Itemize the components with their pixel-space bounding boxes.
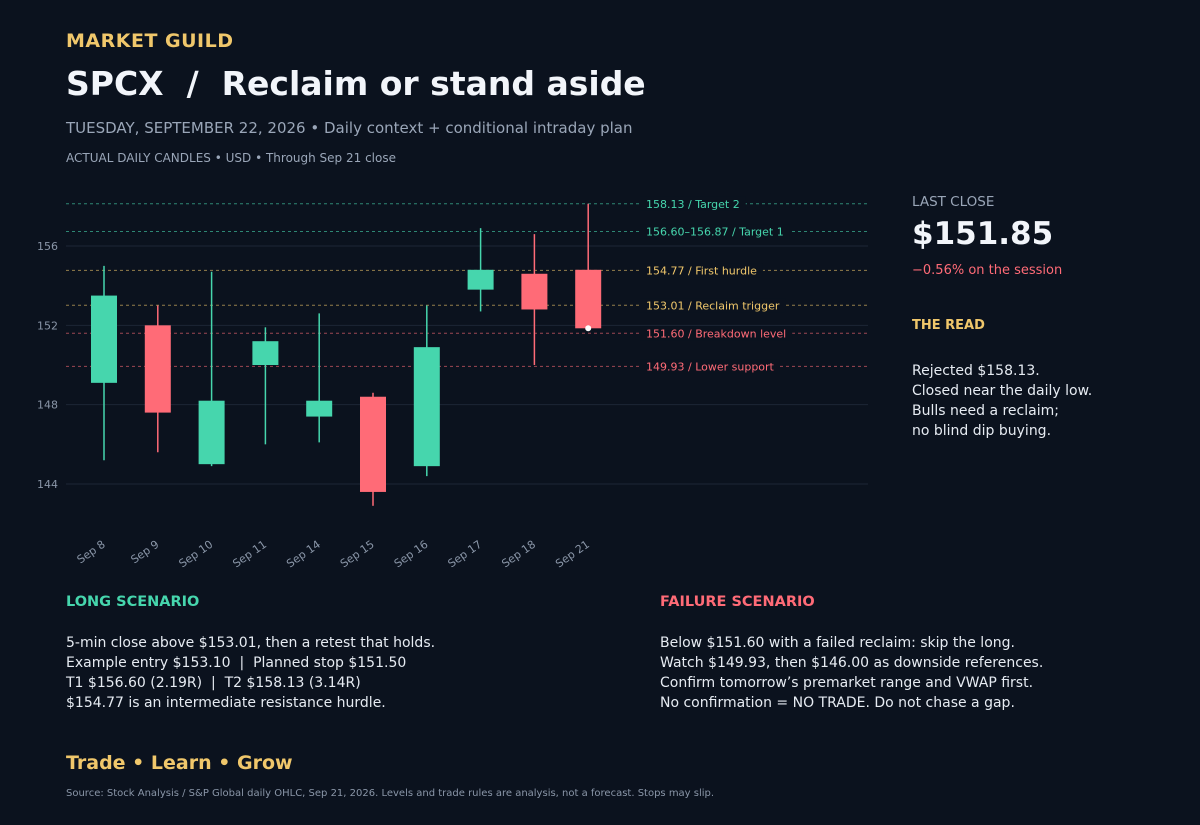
candle-body: [306, 400, 333, 417]
long-scenario-line: 5-min close above $153.01, then a retest…: [66, 635, 436, 651]
source-note: Source: Stock Analysis / S&P Global dail…: [66, 788, 715, 799]
failure-scenario-line: Watch $149.93, then $146.00 as downside …: [660, 655, 1044, 671]
tagline: Trade • Learn • Grow: [66, 752, 293, 774]
long-scenario-line: Example entry $153.10 | Planned stop $15…: [66, 655, 407, 671]
failure-scenario-line: No confirmation = NO TRADE. Do not chase…: [660, 695, 1015, 711]
level-label-bg: [640, 326, 793, 341]
candle-body: [413, 347, 440, 467]
candle-body: [360, 396, 386, 492]
read-line: Bulls need a reclaim;: [912, 403, 1059, 419]
x-tick-label: Sep 11: [230, 538, 269, 571]
candle-body: [144, 325, 171, 413]
failure-scenario-title: FAILURE SCENARIO: [660, 594, 815, 610]
level-label: 158.13 / Target 2: [646, 198, 740, 211]
long-scenario-text: 5-min close above $153.01, then a retest…: [66, 633, 435, 713]
x-tick-label: Sep 15: [338, 538, 377, 571]
level-label: 151.60 / Breakdown level: [646, 327, 786, 340]
last-close-value: $151.85: [912, 216, 1054, 252]
candle-body: [91, 295, 117, 383]
level-label-bg: [640, 263, 763, 278]
failure-scenario-line: Below $151.60 with a failed reclaim: ski…: [660, 635, 1015, 651]
x-tick-label: Sep 8: [75, 538, 108, 567]
candle-body: [575, 269, 602, 329]
read-title: THE READ: [912, 318, 985, 333]
long-scenario-line: $154.77 is an intermediate resistance hu…: [66, 695, 386, 711]
read-text: Rejected $158.13. Closed near the daily …: [912, 361, 1092, 441]
y-tick-label: 156: [37, 240, 58, 253]
session-change: −0.56% on the session: [912, 263, 1063, 278]
read-line: no blind dip buying.: [912, 423, 1052, 439]
chart-meta: ACTUAL DAILY CANDLES • USD • Through Sep…: [66, 151, 396, 165]
x-tick-label: Sep 14: [284, 538, 323, 571]
last-close-label: LAST CLOSE: [912, 194, 995, 210]
read-line: Closed near the daily low.: [912, 383, 1093, 399]
long-scenario-title: LONG SCENARIO: [66, 594, 200, 610]
level-label: 149.93 / Lower support: [646, 360, 775, 373]
long-scenario-line: T1 $156.60 (2.19R) | T2 $158.13 (3.14R): [66, 675, 361, 691]
level-label-bg: [640, 224, 790, 239]
x-tick-label: Sep 9: [128, 538, 161, 567]
level-label: 154.77 / First hurdle: [646, 264, 757, 277]
candlestick-chart: 144 148 152 156 158.13 / Target 2 156.60–156.…: [37, 196, 868, 571]
failure-scenario-line: Confirm tomorrow’s premarket range and V…: [660, 675, 1034, 691]
y-tick-label: 144: [37, 478, 58, 491]
level-label: 156.60–156.87 / Target 1: [646, 226, 784, 239]
level-label-bg: [640, 196, 746, 211]
y-tick-label: 148: [37, 399, 58, 412]
x-tick-label: Sep 21: [553, 538, 592, 571]
brand-name: MARKET GUILD: [66, 30, 234, 52]
x-tick-label: Sep 18: [499, 538, 538, 571]
level-label-bg: [640, 359, 780, 374]
page-subtitle: TUESDAY, SEPTEMBER 22, 2026 • Daily cont…: [66, 119, 633, 137]
candle-body: [252, 341, 279, 365]
y-tick-label: 152: [37, 319, 58, 332]
last-close-marker: [585, 325, 592, 332]
x-tick-label: Sep 10: [177, 538, 216, 571]
level-label-bg: [640, 298, 786, 313]
candle-body: [198, 400, 225, 465]
level-label: 153.01 / Reclaim trigger: [646, 299, 780, 312]
x-tick-label: Sep 17: [446, 538, 485, 571]
read-line: Rejected $158.13.: [912, 363, 1040, 379]
failure-scenario-text: Below $151.60 with a failed reclaim: ski…: [660, 633, 1043, 713]
page-title: SPCX / Reclaim or stand aside: [66, 64, 646, 103]
x-tick-label: Sep 16: [392, 538, 431, 571]
candle-body: [467, 269, 494, 290]
candle-body: [521, 273, 548, 310]
